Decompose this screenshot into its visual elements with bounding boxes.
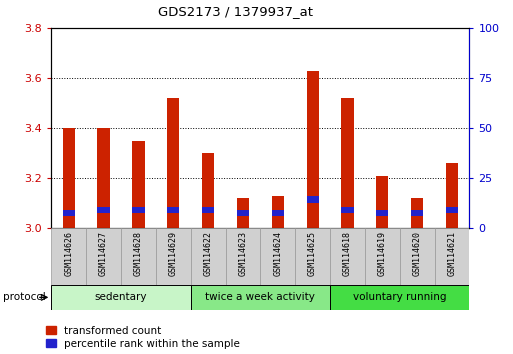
Bar xyxy=(341,98,353,228)
Bar xyxy=(446,207,458,213)
Text: GDS2173 / 1379937_at: GDS2173 / 1379937_at xyxy=(159,5,313,18)
Bar xyxy=(167,98,180,228)
Text: GSM114621: GSM114621 xyxy=(447,230,457,276)
Text: twice a week activity: twice a week activity xyxy=(205,292,315,302)
Bar xyxy=(63,129,75,228)
Bar xyxy=(86,228,121,285)
Bar xyxy=(51,285,191,310)
Text: GSM114618: GSM114618 xyxy=(343,230,352,276)
Text: GSM114622: GSM114622 xyxy=(204,230,212,276)
Bar xyxy=(306,71,319,228)
Text: GSM114623: GSM114623 xyxy=(239,230,247,276)
Bar xyxy=(97,207,110,213)
Bar xyxy=(341,207,353,213)
Bar xyxy=(376,176,388,228)
Bar xyxy=(376,210,388,216)
Bar xyxy=(167,207,180,213)
Bar xyxy=(330,285,469,310)
Bar xyxy=(306,196,319,203)
Bar xyxy=(411,210,423,216)
Bar xyxy=(226,228,260,285)
Bar xyxy=(446,163,458,228)
Bar xyxy=(132,141,145,228)
Bar xyxy=(191,228,226,285)
Bar xyxy=(435,228,469,285)
Bar xyxy=(121,228,156,285)
Bar xyxy=(237,198,249,228)
Text: GSM114627: GSM114627 xyxy=(99,230,108,276)
Text: GSM114625: GSM114625 xyxy=(308,230,317,276)
Bar xyxy=(97,129,110,228)
Text: sedentary: sedentary xyxy=(95,292,147,302)
Text: GSM114629: GSM114629 xyxy=(169,230,177,276)
Bar xyxy=(272,196,284,228)
Text: GSM114619: GSM114619 xyxy=(378,230,387,276)
Bar xyxy=(411,198,423,228)
Bar xyxy=(202,207,214,213)
Bar xyxy=(295,228,330,285)
Bar xyxy=(156,228,191,285)
Text: GSM114626: GSM114626 xyxy=(64,230,73,276)
Text: GSM114624: GSM114624 xyxy=(273,230,282,276)
Bar xyxy=(132,207,145,213)
Text: GSM114628: GSM114628 xyxy=(134,230,143,276)
Bar xyxy=(400,228,435,285)
Bar xyxy=(191,285,330,310)
Text: GSM114620: GSM114620 xyxy=(412,230,422,276)
Bar xyxy=(330,228,365,285)
Bar xyxy=(63,210,75,216)
Text: protocol: protocol xyxy=(3,292,45,302)
Text: voluntary running: voluntary running xyxy=(353,292,446,302)
Bar xyxy=(51,228,86,285)
Legend: transformed count, percentile rank within the sample: transformed count, percentile rank withi… xyxy=(46,326,240,349)
Bar xyxy=(365,228,400,285)
Bar xyxy=(260,228,295,285)
Bar xyxy=(272,210,284,216)
Bar xyxy=(237,210,249,216)
Bar xyxy=(202,153,214,228)
